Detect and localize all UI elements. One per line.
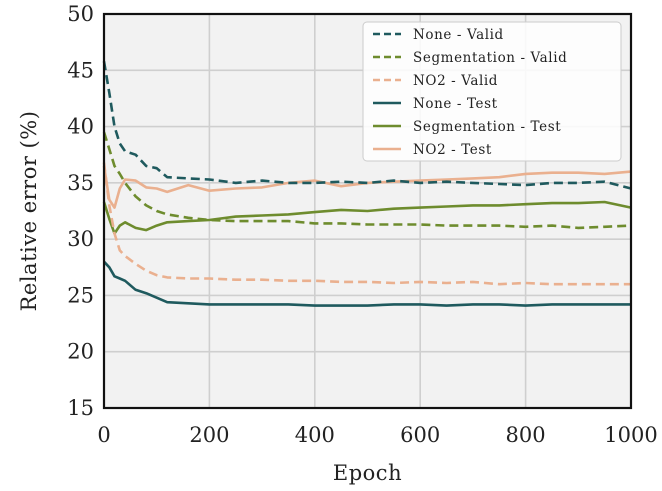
y-tick-label: 25 bbox=[67, 283, 94, 307]
legend-label: None - Valid bbox=[413, 27, 504, 43]
series-line bbox=[102, 200, 632, 235]
series-line bbox=[102, 131, 632, 230]
series-line bbox=[103, 260, 631, 307]
series-line bbox=[102, 162, 631, 286]
y-axis-label: Relative error (%) bbox=[17, 111, 41, 312]
x-tick-label: 400 bbox=[295, 423, 335, 447]
legend-box bbox=[362, 21, 622, 162]
x-tick-label: 200 bbox=[189, 423, 229, 447]
legend-label: None - Test bbox=[413, 96, 498, 112]
legend-label: NO2 - Test bbox=[413, 142, 492, 158]
x-axis-label: Epoch bbox=[333, 461, 402, 485]
x-axis-ticks: 0 200 400 600 800 1000 bbox=[97, 423, 657, 447]
y-tick-label: 15 bbox=[67, 396, 94, 420]
legend-label: Segmentation - Test bbox=[413, 119, 561, 135]
legend-label: NO2 - Valid bbox=[413, 73, 498, 89]
series-group bbox=[102, 61, 632, 307]
y-tick-label: 35 bbox=[67, 171, 94, 195]
x-tick-label: 0 bbox=[97, 423, 110, 447]
series-line bbox=[102, 61, 632, 190]
legend: None - Valid Segmentation - Valid NO2 - Va… bbox=[362, 21, 622, 162]
y-tick-label: 20 bbox=[67, 340, 94, 364]
x-tick-label: 800 bbox=[506, 423, 546, 447]
x-tick-label: 1000 bbox=[604, 423, 657, 447]
legend-label: Segmentation - Valid bbox=[413, 50, 567, 66]
y-tick-label: 30 bbox=[67, 227, 94, 251]
plot-frame bbox=[102, 12, 633, 410]
y-tick-label: 50 bbox=[67, 2, 94, 26]
y-tick-label: 45 bbox=[67, 58, 94, 82]
x-tick-label: 600 bbox=[400, 423, 440, 447]
y-axis-ticks: 15 20 25 30 35 40 45 50 bbox=[67, 2, 94, 420]
y-tick-label: 40 bbox=[67, 115, 94, 139]
